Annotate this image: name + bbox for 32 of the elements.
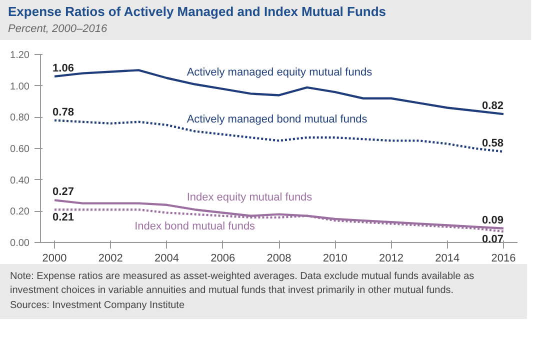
data-label: 0.58 <box>482 138 504 150</box>
series-label: Index equity mutual funds <box>186 192 313 204</box>
source-note: Sources: Investment Company Institute <box>10 298 186 313</box>
data-label: 0.09 <box>482 214 504 226</box>
x-tick-label: 2016 <box>491 252 516 264</box>
x-tick-label: 2002 <box>98 252 123 264</box>
x-tick-label: 2010 <box>322 252 348 264</box>
data-label: 0.07 <box>482 234 504 246</box>
x-tick-label: 2014 <box>435 252 460 264</box>
series-label: Actively managed equity mutual funds <box>186 66 373 78</box>
text: Note: Expense ratios are measured as asset-weighted averages. Data exclude mutual funds available as investment choices in variable annuities and mutual funds that invest primarily in other mutual funds. <box>10 270 476 298</box>
data-label: 0.78 <box>52 106 74 118</box>
data-label: 0.27 <box>52 186 74 198</box>
y-tick-label: 0.40 <box>10 175 30 186</box>
x-tick-label: 2008 <box>266 252 292 264</box>
data-label: 0.21 <box>52 212 74 224</box>
x-tick-label: 2000 <box>42 252 67 264</box>
chart-subtitle: Percent, 2000–2016 <box>8 22 108 37</box>
x-tick-label: 2004 <box>154 252 180 264</box>
y-tick-label: 0.20 <box>10 206 30 218</box>
series-label: Index bond mutual funds <box>134 220 256 232</box>
y-tick-label: 1.20 <box>10 50 30 61</box>
data-label: 0.82 <box>482 100 504 112</box>
y-tick-label: 1.00 <box>10 81 30 92</box>
x-tick-label: 2006 <box>210 252 236 264</box>
y-tick-label: 0.80 <box>10 112 30 124</box>
data-label: 1.06 <box>52 62 74 74</box>
chart-title: Expense Ratios of Actively Managed and Index Mutual Funds <box>8 3 388 21</box>
series-label: Actively managed bond mutual funds <box>186 113 368 126</box>
y-tick-label: 0.60 <box>10 144 30 155</box>
y-tick-label: 0.00 <box>10 238 30 249</box>
x-tick-label: 2012 <box>379 252 404 264</box>
